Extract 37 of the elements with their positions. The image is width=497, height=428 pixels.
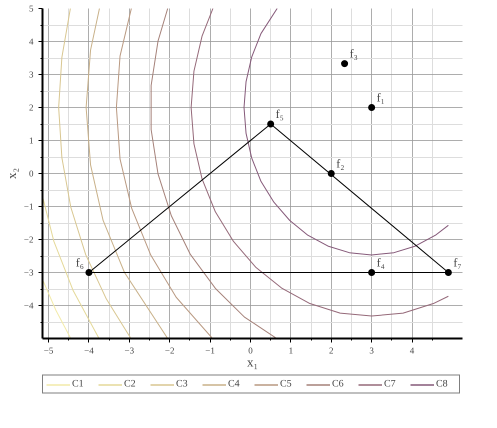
y-tick-label: −2: [24, 234, 34, 244]
legend-label: C8: [436, 378, 449, 390]
legend-label: C6: [332, 378, 345, 390]
legend-label: C5: [280, 378, 293, 390]
y-tick-label: 3: [29, 70, 34, 80]
y-tick-label: −1: [24, 202, 34, 212]
y-tick-label: 5: [29, 4, 34, 14]
x-tick-label: 4: [410, 346, 415, 356]
annotation: f₃: [350, 46, 358, 61]
y-tick-label: −3: [24, 268, 34, 278]
x-tick-label: −4: [84, 346, 94, 356]
y-axis-title: x₂: [4, 168, 19, 180]
legend-label: C4: [228, 378, 241, 390]
annotation: f₂: [336, 156, 344, 170]
y-tick-label: −4: [24, 300, 34, 310]
legend-label: C3: [176, 378, 189, 390]
legend-label: C2: [124, 378, 137, 390]
legend-label: C1: [72, 378, 85, 390]
x-tick-label: −1: [205, 346, 215, 356]
y-tick-label: 2: [29, 102, 34, 112]
annotation: f₅: [276, 107, 284, 121]
annotation: f₁: [376, 90, 385, 104]
legend-label: C7: [384, 378, 397, 390]
y-tick-label: 1: [29, 136, 34, 146]
annotation: f₆: [76, 256, 84, 270]
x-tick-label: −3: [124, 346, 135, 356]
x-axis-title: x₁: [246, 354, 258, 370]
x-tick-label: 1: [288, 346, 294, 356]
y-tick-label: 4: [29, 36, 34, 46]
x-tick-label: 3: [369, 346, 374, 356]
annotation: f₄: [376, 256, 385, 270]
y-tick-label: 0: [29, 168, 34, 178]
x-tick-label: 2: [329, 346, 334, 356]
annotation: f₇: [453, 256, 462, 270]
x-tick-label: −2: [164, 346, 174, 356]
x-tick-label: −5: [44, 346, 54, 356]
x-tick-label: 0: [248, 346, 254, 356]
